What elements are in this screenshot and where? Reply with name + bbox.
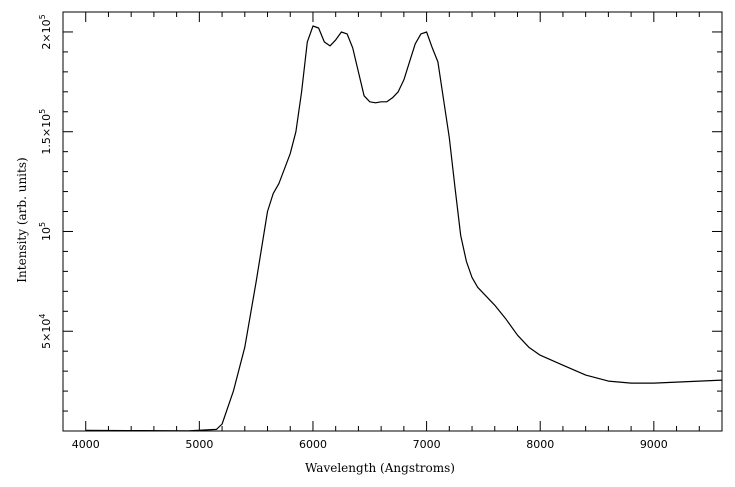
plot-area: 4000 5000 6000 7000 8000 9000 5×104 105 1.5×105 2… [38, 11, 723, 451]
y-tick-label: 105 [38, 222, 53, 241]
x-tick-label: 5000 [185, 438, 213, 451]
x-tick-label: 9000 [640, 438, 668, 451]
plot-frame [62, 11, 723, 432]
y-tick-label: 2×105 [38, 14, 53, 49]
x-axis-title: Wavelength (Angstroms) [305, 461, 455, 475]
x-tick-label: 6000 [299, 438, 327, 451]
spectrum-line [85, 25, 723, 432]
x-tick-label: 7000 [413, 438, 441, 451]
x-tick-label: 8000 [526, 438, 554, 451]
y-axis-title: Intensity (arb. units) [15, 157, 29, 282]
y-tick-label: 1.5×105 [38, 109, 53, 155]
y-tick-label: 5×104 [38, 314, 53, 349]
x-tick-label: 4000 [72, 438, 100, 451]
